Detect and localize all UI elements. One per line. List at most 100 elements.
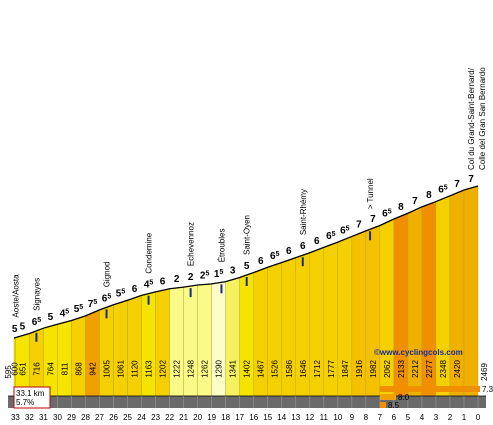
altitude-label: 811 — [60, 362, 69, 375]
summary-box — [13, 386, 51, 409]
max-gradient-label: 8.5 — [388, 401, 400, 410]
km-tick-label: 29 — [67, 413, 76, 422]
profile-bar — [183, 284, 198, 397]
altitude-label: 1916 — [355, 360, 364, 378]
km-tick-label: 4 — [420, 413, 425, 422]
km-tick-label: 27 — [95, 413, 104, 422]
km-tick-label: 12 — [305, 413, 314, 422]
altitude-label: 868 — [74, 362, 83, 376]
km-tick-label: 23 — [151, 413, 160, 422]
gradient-label: 65 — [270, 251, 280, 262]
profile-bar — [127, 295, 142, 397]
gradient-label: 6 — [314, 236, 320, 247]
altitude-label: 1847 — [341, 360, 350, 378]
altitude-label: 1202 — [159, 360, 168, 378]
km-tick-label: 9 — [350, 413, 355, 422]
gradient-label: 6 — [132, 284, 138, 295]
profile-bar — [99, 304, 114, 397]
summary-distance: 33.1 km — [16, 389, 45, 398]
credit-label: ©www.cyclingcols.com — [374, 348, 463, 357]
place-labels: Aoste/Aosta Signayes Gignod Condemine Echeve… — [11, 67, 487, 342]
profile-bar — [463, 185, 479, 397]
place-label: Étroubles — [217, 229, 226, 263]
km-tick-label: 14 — [277, 413, 286, 422]
km-tick-label: 22 — [165, 413, 174, 422]
gradient-label: 2 — [174, 274, 180, 285]
profile-bar — [85, 309, 100, 397]
gradient-label: 25 — [200, 270, 210, 281]
altitude-label: 1341 — [229, 360, 238, 378]
km-tick-label: 17 — [235, 413, 244, 422]
max-gradient-bar — [380, 402, 386, 408]
gradient-label: 55 — [74, 304, 84, 315]
gradient-label: 8 — [398, 202, 404, 213]
altitude-label: 1646 — [299, 360, 308, 378]
gradient-label: 65 — [32, 317, 42, 328]
gradient-label: 65 — [438, 185, 448, 196]
altitude-label: 716 — [32, 362, 41, 376]
place-marker — [245, 277, 248, 287]
profile-bar — [71, 315, 86, 397]
altitude-label: 1712 — [313, 360, 322, 378]
place-label: > Tunnel — [366, 178, 375, 209]
gradient-label: 8 — [426, 190, 432, 201]
place-marker — [301, 257, 304, 267]
gradient-label: 45 — [60, 308, 70, 319]
profile-bar — [197, 283, 212, 397]
gradient-label: 6 — [286, 246, 292, 257]
gradient-label: 5 — [12, 324, 18, 335]
km-tick-label: 32 — [25, 413, 34, 422]
profile-outline — [13, 185, 479, 339]
km-tick-label: 19 — [207, 413, 216, 422]
km-tick-label: 10 — [333, 413, 342, 422]
km-tick-label: 26 — [109, 413, 118, 422]
km-tick-label: 16 — [249, 413, 258, 422]
altitude-label: 595 — [4, 365, 13, 379]
altitude-label: 2062 — [383, 360, 392, 378]
place-label: Aoste/Aosta — [11, 274, 20, 318]
km-tick-label: 15 — [263, 413, 272, 422]
altitude-label: 2277 — [425, 360, 434, 378]
km-tick-label: 13 — [291, 413, 300, 422]
place-label: Echevennoz — [187, 222, 196, 266]
km-tick-label: 31 — [39, 413, 48, 422]
gradient-label: 5 — [244, 261, 250, 272]
gradient-label: 2 — [188, 272, 194, 283]
km-tick-label: 28 — [81, 413, 90, 422]
gradient-label: 65 — [326, 231, 336, 242]
profile-bars — [13, 185, 479, 397]
place-label: Signayes — [32, 278, 41, 311]
place-label: Colle del Gran San Bernardo — [478, 67, 487, 170]
gradient-label: 55 — [116, 288, 126, 299]
place-marker — [35, 332, 38, 342]
altitude-label: 600 — [11, 362, 20, 376]
gradient-label: 7 — [356, 220, 362, 231]
place-label: Saint-Oyen — [243, 215, 252, 255]
altitude-label: 2469 — [480, 363, 489, 381]
profile-bar — [155, 288, 170, 397]
gradient-label: 65 — [340, 225, 350, 236]
altitude-label: 1222 — [173, 360, 182, 378]
km-tick-label: 6 — [392, 413, 397, 422]
km-tick-label: 11 — [320, 413, 329, 422]
place-label: Condemine — [145, 232, 154, 273]
profile-bar — [57, 320, 72, 397]
gradient-labels: 5 5 65 5 45 55 75 65 55 6 45 6 2 2 25 15 3 5 6 65 6 6 6 65 65 7 76… — [12, 174, 474, 335]
km-tick-label: 7 — [378, 413, 383, 422]
altitude-label: 2348 — [439, 360, 448, 378]
km-tick-label: 5 — [406, 413, 411, 422]
place-label: Col du Grand-Saint-Bernard/ — [467, 67, 476, 170]
km-tick-label: 33 — [11, 413, 20, 422]
altitude-label: 1526 — [271, 360, 280, 378]
gradient-label: 6 — [300, 241, 306, 252]
km-tick-label: 0 — [476, 413, 481, 422]
profile-bar — [169, 286, 184, 397]
summary-avg-gradient: 5.7% — [16, 398, 34, 407]
altitude-label: 1586 — [285, 360, 294, 378]
km-tick-label: 21 — [179, 413, 188, 422]
gradient-label: 7 — [468, 174, 474, 185]
altitude-label: 2212 — [411, 360, 420, 378]
altitude-label: 1777 — [327, 360, 336, 378]
gradient-label: 65 — [102, 293, 112, 304]
